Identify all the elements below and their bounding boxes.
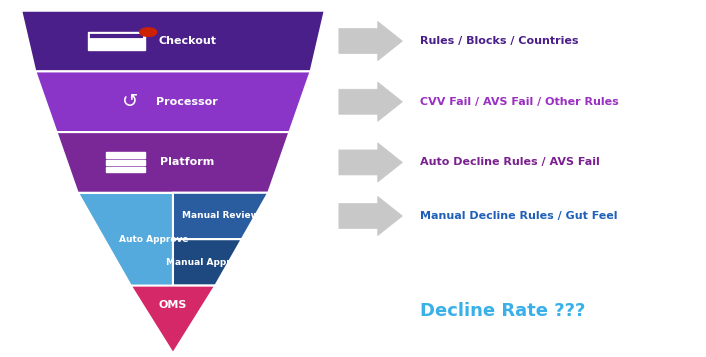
Text: OMS: OMS	[159, 300, 187, 310]
Text: Checkout: Checkout	[158, 36, 216, 46]
Text: Auto Decline Rules / AVS Fail: Auto Decline Rules / AVS Fail	[420, 157, 600, 167]
Polygon shape	[88, 32, 145, 50]
Text: ↺: ↺	[122, 92, 139, 111]
Polygon shape	[173, 193, 268, 239]
Text: CVV Fail / AVS Fail / Other Rules: CVV Fail / AVS Fail / Other Rules	[420, 97, 619, 107]
Text: Processor: Processor	[156, 97, 218, 107]
Text: Manual Decline Rules / Gut Feel: Manual Decline Rules / Gut Feel	[420, 211, 618, 221]
Circle shape	[140, 28, 157, 36]
Polygon shape	[339, 196, 402, 236]
Text: Auto Approve: Auto Approve	[119, 235, 189, 244]
Text: Rules / Blocks / Countries: Rules / Blocks / Countries	[420, 36, 579, 46]
Polygon shape	[106, 160, 145, 165]
Polygon shape	[131, 286, 215, 353]
Polygon shape	[339, 21, 402, 61]
Polygon shape	[106, 167, 145, 172]
Polygon shape	[35, 71, 311, 132]
Polygon shape	[78, 193, 173, 286]
Text: Manual Review: Manual Review	[182, 211, 259, 221]
Polygon shape	[173, 239, 241, 286]
Text: ➖: ➖	[120, 35, 127, 47]
Text: Decline Rate ???: Decline Rate ???	[420, 302, 585, 320]
Polygon shape	[339, 143, 402, 182]
Text: Platform: Platform	[160, 157, 214, 167]
Polygon shape	[339, 82, 402, 121]
Text: ✓: ✓	[92, 234, 102, 244]
Polygon shape	[106, 152, 145, 158]
Polygon shape	[21, 11, 325, 71]
Text: Manual Approve: Manual Approve	[166, 258, 249, 267]
Polygon shape	[56, 132, 289, 193]
